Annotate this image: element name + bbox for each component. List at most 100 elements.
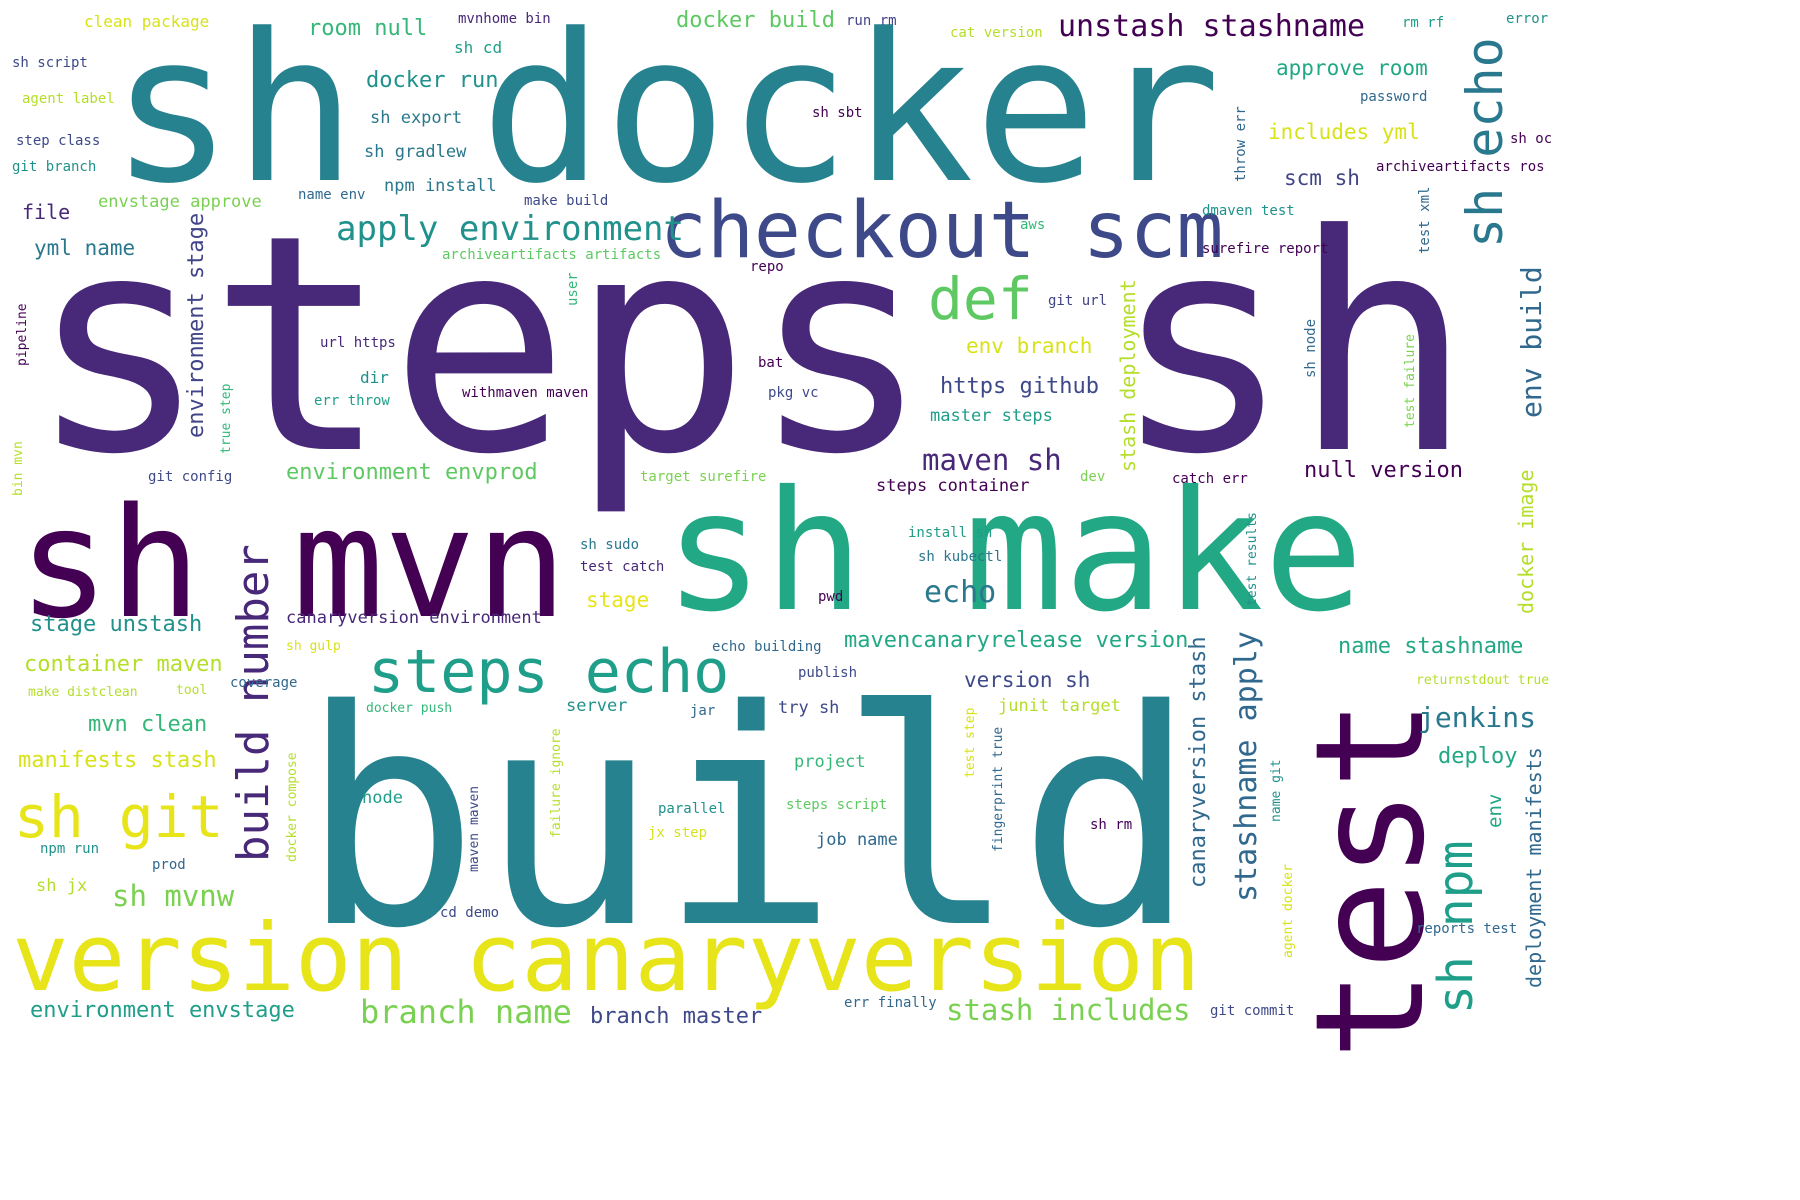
cloud-word: make build [524,193,609,209]
cloud-word: surefire report [1202,241,1329,257]
cloud-word: returnstdout true [1416,673,1550,688]
cloud-word: version canaryversion [12,904,1201,1013]
cloud-word: env [1484,793,1506,828]
cloud-word: sh sudo [580,537,640,553]
cloud-word: master steps [930,406,1053,426]
cloud-word: steps script [786,797,888,813]
cloud-word: test catch [580,559,665,575]
cloud-word: pkg vc [768,385,819,401]
cloud-word: envstage approve [98,192,262,212]
cloud-word: dir [360,368,389,387]
cloud-word: docker run [366,68,499,93]
cloud-word: name stashname [1338,634,1524,659]
cloud-word: coverage [230,675,298,691]
cloud-word: sh gulp [286,639,341,654]
cloud-word: dev [1080,469,1106,485]
cloud-word: archiveartifacts artifacts [442,247,662,263]
cloud-word: repo [750,259,784,275]
cloud-word: prod [152,857,186,873]
cloud-word: sh git [14,783,224,851]
cloud-word: room null [308,16,428,41]
cloud-word: user [565,272,581,306]
cloud-word: archiveartifacts ros [1376,159,1545,175]
cloud-word: step class [16,133,101,149]
cloud-word: null version [1304,458,1463,483]
cloud-word: sh mvnw [112,879,235,913]
cloud-word: steps echo [368,637,730,707]
cloud-word: steps sh [28,171,1473,520]
cloud-word: name env [298,187,366,203]
cloud-word: cat version [950,25,1043,41]
cloud-word: maven maven [467,785,482,872]
cloud-word: scm sh [1284,166,1360,190]
cloud-word: checkout scm [660,186,1224,276]
cloud-word: git url [1048,293,1108,309]
cloud-word: run rm [846,13,897,29]
cloud-word: fingerprint true [991,726,1006,852]
cloud-word: password [1360,89,1428,105]
cloud-word: approve room [1276,56,1428,80]
cloud-word: echo [924,575,997,610]
cloud-word: test failure [1403,334,1418,428]
cloud-word: branch master [590,1004,763,1029]
cloud-word: echo building [712,639,822,655]
cloud-word: yml name [34,236,136,260]
cloud-word: stashname apply [1229,631,1264,902]
cloud-word: reports test [1416,921,1518,937]
cloud-word: file [22,200,71,224]
cloud-word: dmaven test [1202,203,1295,219]
cloud-word: pwd [818,589,844,605]
cloud-word: install sh [908,525,993,541]
cloud-word: target surefire [640,469,767,485]
cloud-word: make distclean [28,685,138,700]
cloud-word: steps container [876,476,1030,496]
cloud-word: sh jx [36,876,88,896]
cloud-word: error [1506,11,1549,27]
cloud-word: sh export [370,108,463,128]
cloud-word: jenkins [1418,701,1537,734]
cloud-word: canaryversion environment [286,608,542,628]
cloud-word: container maven [24,652,223,677]
cloud-word: includes yml [1268,120,1420,144]
cloud-word: url https [320,335,396,351]
cloud-word: publish [798,665,858,681]
cloud-word: sh sbt [812,105,863,121]
cloud-word: agent label [22,91,115,107]
cloud-word: sh kubectl [918,549,1003,565]
cloud-word: sh gradlew [364,142,467,162]
cloud-word: bat [758,355,784,371]
cloud-word: npm run [40,841,100,857]
cloud-word: git config [148,469,233,485]
cloud-word: pipeline [15,303,30,366]
cloud-word: stage unstash [30,612,203,637]
cloud-word: deployment manifests [1522,747,1546,988]
cloud-word: test step [963,707,978,778]
cloud-word: docker image [1514,469,1538,615]
cloud-word: deploy [1438,744,1518,769]
cloud-word: def [928,265,1033,333]
cloud-word: version sh [964,668,1091,692]
cloud-word: project [794,752,866,772]
cloud-word: server [566,696,628,716]
cloud-word: err throw [314,393,390,409]
cloud-word: apply environment [336,209,684,249]
cloud-word: environment envprod [286,460,538,485]
cloud-word: name git [1269,759,1284,822]
cloud-word: environment stage [184,212,209,438]
cloud-word: npm install [384,176,497,196]
cloud-word: junit target [998,696,1121,716]
cloud-word: stash includes [946,993,1191,1027]
cloud-word: node [362,788,403,808]
cloud-word: mavencanaryrelease version [844,628,1189,653]
cloud-word: test xml [1417,186,1433,254]
cloud-word: jx step [648,825,708,841]
cloud-word: catch err [1172,471,1248,487]
cloud-word: try sh [778,698,840,718]
cloud-word: bin mvn [11,441,26,496]
cloud-word: stash deployment [1116,279,1140,472]
cloud-word: failure ignore [549,728,564,838]
cloud-word: sh cd [454,38,503,57]
cloud-word: parallel [658,801,726,817]
cloud-word: sh node [1303,318,1319,378]
